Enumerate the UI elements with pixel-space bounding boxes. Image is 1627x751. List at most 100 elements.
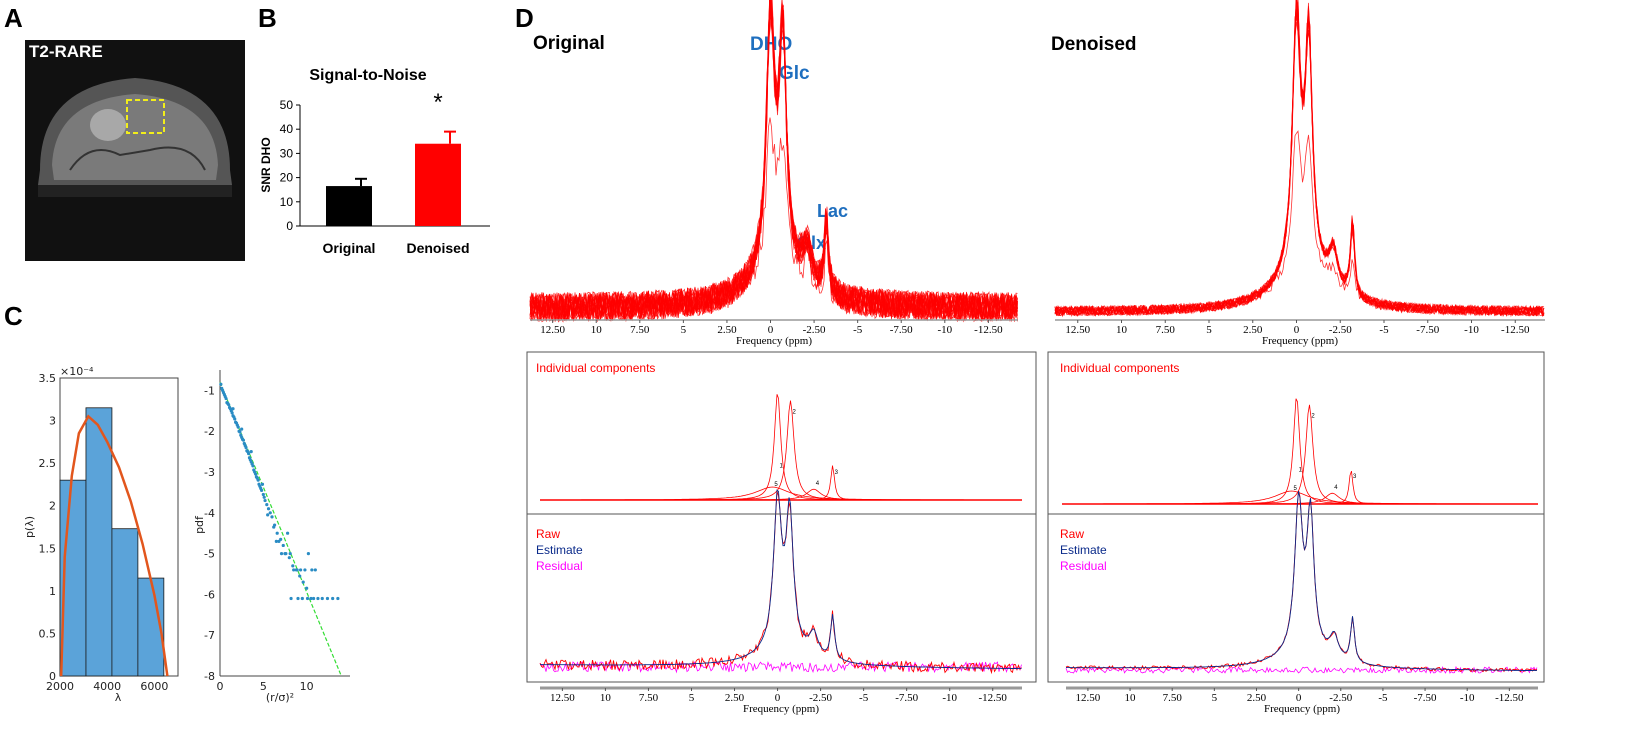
components-title-original: Individual components: [536, 361, 655, 375]
eigen-histogram-chart: 0 0.5 1 1.5 2 2.5 3 3.5 2000 4000 6000 ×10⁻⁴ λ p(λ): [23, 365, 179, 704]
data-point: [288, 552, 292, 556]
y-tick-label: -6: [204, 588, 215, 601]
component-2: [540, 400, 1022, 501]
chart-title: Signal-to-Noise: [309, 67, 426, 84]
components-box-original: [526, 351, 1037, 515]
x-tick-label: 5: [260, 680, 267, 693]
denoised-title: Denoised: [1051, 34, 1137, 55]
y-tick-label: -1: [204, 384, 215, 397]
fit-line: [219, 382, 342, 677]
x-tick-label: -10: [1464, 324, 1479, 336]
data-point: [336, 596, 340, 601]
y-axis-label: SNR DHO: [259, 137, 273, 192]
data-point: [270, 515, 274, 519]
data-point: [300, 596, 304, 601]
x-tick-label: -12.50: [1495, 692, 1524, 704]
bar-original: [326, 186, 372, 226]
y-tick-label: 20: [280, 171, 294, 185]
y-tick-label: -8: [204, 670, 215, 683]
significance-star: *: [433, 89, 442, 116]
x-tick-label: -2.50: [1329, 692, 1352, 704]
x-tick-label: 10: [1116, 324, 1128, 336]
spectra-panel: 12.50 10 7.50 5 2.50 0 -2.50 -5 -7.50 -10 -12.50Fr…: [529, 0, 1545, 715]
voxel-roi-box: [126, 99, 165, 134]
data-point: [238, 430, 242, 434]
x-tick-label: -5: [1378, 692, 1388, 704]
y-tick-label: 40: [280, 122, 294, 136]
fit-curve: [59, 414, 169, 677]
x-tick-label: 0: [1296, 692, 1302, 704]
y-tick-label: 2: [49, 500, 56, 513]
panel-letter-c: C: [4, 301, 23, 331]
legend-estimate-denoised: Estimate: [1060, 543, 1107, 557]
mri-image: [25, 40, 245, 261]
data-point: [241, 438, 245, 442]
data-point: [266, 507, 271, 511]
x-axis-label: Frequency (ppm): [736, 335, 812, 347]
data-point: [305, 596, 310, 601]
x-tick-label: -2.50: [809, 692, 832, 704]
data-point: [275, 531, 279, 535]
x-tick-label: 12.50: [540, 324, 565, 336]
data-point: [256, 478, 260, 482]
y-tick-label: -3: [204, 466, 215, 479]
data-point: [266, 513, 270, 517]
data-point: [312, 596, 316, 601]
data-point: [306, 552, 310, 556]
component-number: 3: [835, 470, 839, 476]
pdf-scatter-chart: -1 -2 -3 -4 -5 -6 -7 -80 5 10 (r/σ)² pdf: [193, 370, 350, 704]
x-tick-label: 2.50: [725, 692, 745, 704]
peak-label-lac: Lac: [817, 201, 848, 221]
data-point: [265, 503, 269, 507]
data-point: [240, 427, 244, 431]
data-point: [289, 596, 293, 601]
x-tick-label: Original: [323, 240, 376, 256]
component-5: [1062, 490, 1538, 505]
spectrum-trace-original: [529, 0, 1018, 323]
y-tick-label: 10: [280, 195, 294, 209]
x-axis-label: Frequency (ppm): [1264, 703, 1340, 715]
x-tick-label: 0: [768, 324, 774, 336]
data-point: [227, 403, 231, 407]
x-tick-label: 12.50: [1065, 324, 1090, 336]
y-axis-label: pdf: [193, 515, 206, 534]
y-tick-label: 0: [49, 670, 56, 683]
data-point: [230, 411, 234, 415]
component-number: 4: [816, 481, 820, 487]
data-point: [251, 464, 255, 468]
component-number: 4: [1334, 485, 1338, 491]
data-point: [295, 568, 299, 572]
component-number: 3: [1353, 474, 1357, 480]
data-point: [305, 586, 309, 590]
data-point: [313, 568, 317, 572]
data-point: [219, 382, 223, 386]
x-tick-label: -7.50: [895, 692, 918, 704]
x-tick-label: -12.50: [1501, 324, 1530, 336]
data-point: [236, 425, 240, 429]
y-tick-label: 30: [280, 146, 294, 160]
x-tick-label: 6000: [140, 680, 168, 693]
y-tick-label: 0: [286, 219, 293, 233]
x-tick-label: -5: [1379, 324, 1389, 336]
data-point: [260, 482, 265, 486]
data-point: [263, 498, 267, 503]
data-point: [231, 407, 235, 411]
peak-label-dho: DHO: [750, 34, 792, 55]
fit-box-denoised: [1047, 513, 1545, 683]
x-tick-label: -2.50: [1329, 324, 1352, 336]
x-tick-label: 10: [600, 692, 612, 704]
component-4: [540, 488, 1022, 501]
x-tick-label: -7.50: [1416, 324, 1439, 336]
data-point: [260, 488, 264, 492]
data-point: [272, 525, 276, 529]
x-tick-label: -7.50: [1414, 692, 1437, 704]
estimate-trace: [540, 489, 1022, 670]
data-point: [292, 568, 296, 572]
y-tick-label: 50: [280, 98, 294, 112]
x-tick-label: -2.50: [803, 324, 826, 336]
data-point: [291, 564, 295, 568]
legend-residual-original: Residual: [536, 559, 583, 573]
x-tick-label: 2.50: [717, 324, 737, 336]
x-tick-label: 10: [591, 324, 603, 336]
